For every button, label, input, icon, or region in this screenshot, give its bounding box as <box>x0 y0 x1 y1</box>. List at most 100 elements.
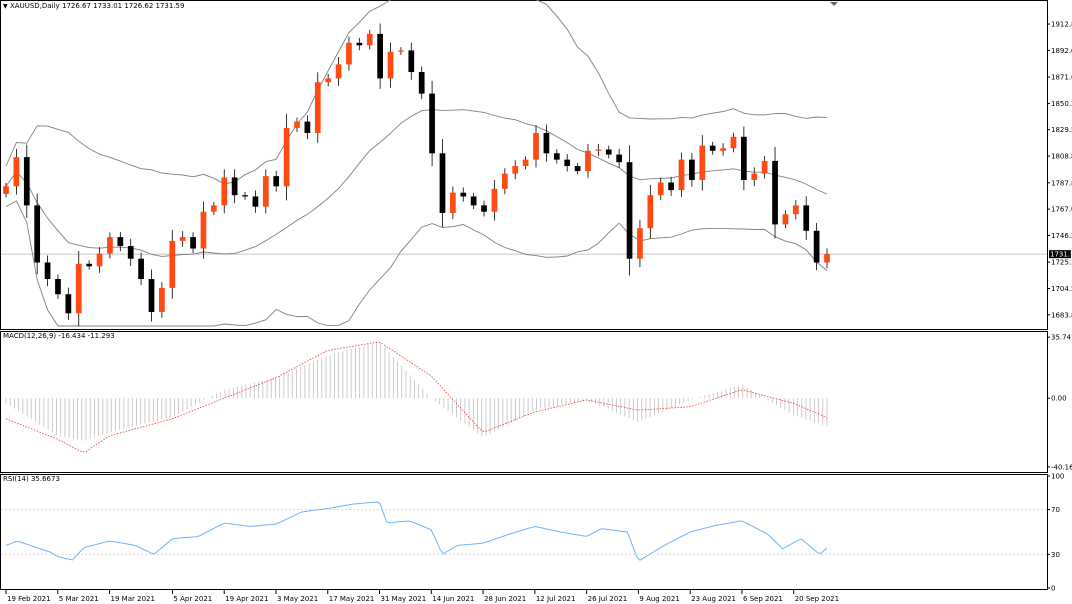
time-tick-label: 19 Feb 2021 <box>7 595 51 603</box>
candle-bull <box>294 121 300 128</box>
candle-bull <box>262 176 269 207</box>
price-axis: 1912.80 1892.05 1871.05 1850.30 1829.55 1808.… <box>1047 21 1072 319</box>
rsi-line <box>5 501 828 561</box>
candle-bull <box>75 263 82 314</box>
candle-bear <box>605 149 612 155</box>
candle-bear <box>813 230 820 263</box>
time-tick-label: 5 Apr 2021 <box>173 595 212 603</box>
candle-bear <box>148 279 155 313</box>
time-tick-label: 20 Sep 2021 <box>795 595 839 603</box>
candle-bear <box>44 262 51 280</box>
candle-bear <box>481 205 487 212</box>
candle-bear <box>709 145 716 151</box>
macd-signal-line <box>5 341 828 453</box>
candle-bull <box>13 157 20 187</box>
candle-bull <box>824 254 830 263</box>
candle-bear <box>470 196 477 206</box>
candle-bull <box>169 240 176 288</box>
candle-bear <box>439 153 446 213</box>
price-tick-label: 1912.80 <box>1051 21 1072 29</box>
candle-bear <box>543 132 550 154</box>
current-price-value: 1731.59 <box>1050 251 1072 259</box>
candle-bull <box>3 186 9 194</box>
symbol-dropdown-icon[interactable]: ▼ <box>3 3 8 10</box>
candle-bear <box>138 258 144 280</box>
candle-bull <box>751 173 758 180</box>
symbol-label: XAUUSD,Daily <box>10 2 60 10</box>
candle-bull <box>387 51 394 79</box>
time-tick-label: 17 May 2021 <box>329 595 375 603</box>
macd-tick-label: 0.00 <box>1051 395 1067 403</box>
rsi-label: RSI(14) 35.6673 <box>3 475 60 483</box>
candle-bull <box>637 228 643 259</box>
candle-bull <box>585 150 591 172</box>
candle-bull <box>450 192 456 213</box>
price-panel-frame <box>0 0 1048 330</box>
candle-bull <box>792 205 799 215</box>
candle-bear <box>65 294 72 314</box>
candle-bear <box>689 159 695 180</box>
candle-bull <box>325 78 332 83</box>
candle-bull <box>314 82 321 133</box>
rsi-levels <box>1 509 1047 555</box>
rsi-tick-label: 100 <box>1051 473 1064 481</box>
macd-axis: 35.741 0.00 -40.163 <box>1047 334 1072 471</box>
time-tick-label: 19 Mar 2021 <box>111 595 155 603</box>
price-tick-label: 1829.55 <box>1051 126 1072 134</box>
time-tick-label: 6 Sep 2021 <box>743 595 783 603</box>
candle-bull <box>96 253 103 267</box>
rsi-tick-label: 30 <box>1051 551 1060 559</box>
candle-bull <box>283 127 290 187</box>
candle-bear <box>23 157 30 206</box>
candle-bull <box>678 159 685 191</box>
candle-bear <box>429 93 435 154</box>
rsi-axis: 100 70 30 0 <box>1047 473 1064 593</box>
candle-bull <box>657 182 664 196</box>
macd-panel-frame <box>0 331 1048 473</box>
candle-bear <box>418 72 425 94</box>
price-tick-label: 1871.05 <box>1051 74 1072 82</box>
candle-bear <box>242 195 248 197</box>
macd-tick-label: 35.741 <box>1051 334 1072 342</box>
price-tick-label: 1892.05 <box>1051 47 1072 55</box>
candle-bear <box>553 153 560 160</box>
time-tick-label: 19 Apr 2021 <box>225 595 268 603</box>
time-tick-label: 5 Mar 2021 <box>59 595 99 603</box>
time-tick-label: 3 May 2021 <box>277 595 318 603</box>
candle-bear <box>408 50 415 73</box>
time-tick-label: 14 Jun 2021 <box>432 595 474 603</box>
candle-bear <box>741 136 747 180</box>
candle-bull <box>221 177 228 206</box>
candle-bear <box>273 176 280 187</box>
candle-bear <box>86 263 92 267</box>
candle-bull <box>346 42 352 65</box>
candle-bull <box>107 237 113 254</box>
time-tick-label: 31 May 2021 <box>381 595 427 603</box>
candle-bear <box>574 166 581 172</box>
price-tick-label: 1767.05 <box>1051 206 1072 214</box>
candle-bull <box>159 287 165 313</box>
rsi-tick-label: 70 <box>1051 506 1060 514</box>
chart-shift-marker-icon[interactable] <box>830 2 838 6</box>
bb-lower-line <box>5 200 828 327</box>
candle-bull <box>720 148 726 151</box>
candle-bear <box>564 159 571 166</box>
candle-bull <box>595 149 602 151</box>
rsi-tick-label: 0 <box>1051 585 1055 593</box>
time-tick-label: 26 Jul 2021 <box>588 595 628 603</box>
price-tick-label: 1725.30 <box>1051 259 1072 267</box>
price-tick-label: 1746.30 <box>1051 232 1072 240</box>
candle-bull <box>179 237 186 241</box>
candle-bull <box>210 205 217 212</box>
candle-bull <box>200 211 207 249</box>
candle-bull <box>512 166 519 174</box>
candle-bull <box>335 64 342 79</box>
price-tick-label: 1787.80 <box>1051 179 1072 187</box>
candle-bull <box>501 173 508 189</box>
candle-bull <box>647 195 654 229</box>
candle-bull <box>522 159 529 166</box>
candle-bull <box>782 214 789 225</box>
macd-label: MACD(12,26,9) -16.434 -11.293 <box>3 332 115 340</box>
current-price-tag <box>1049 250 1071 259</box>
